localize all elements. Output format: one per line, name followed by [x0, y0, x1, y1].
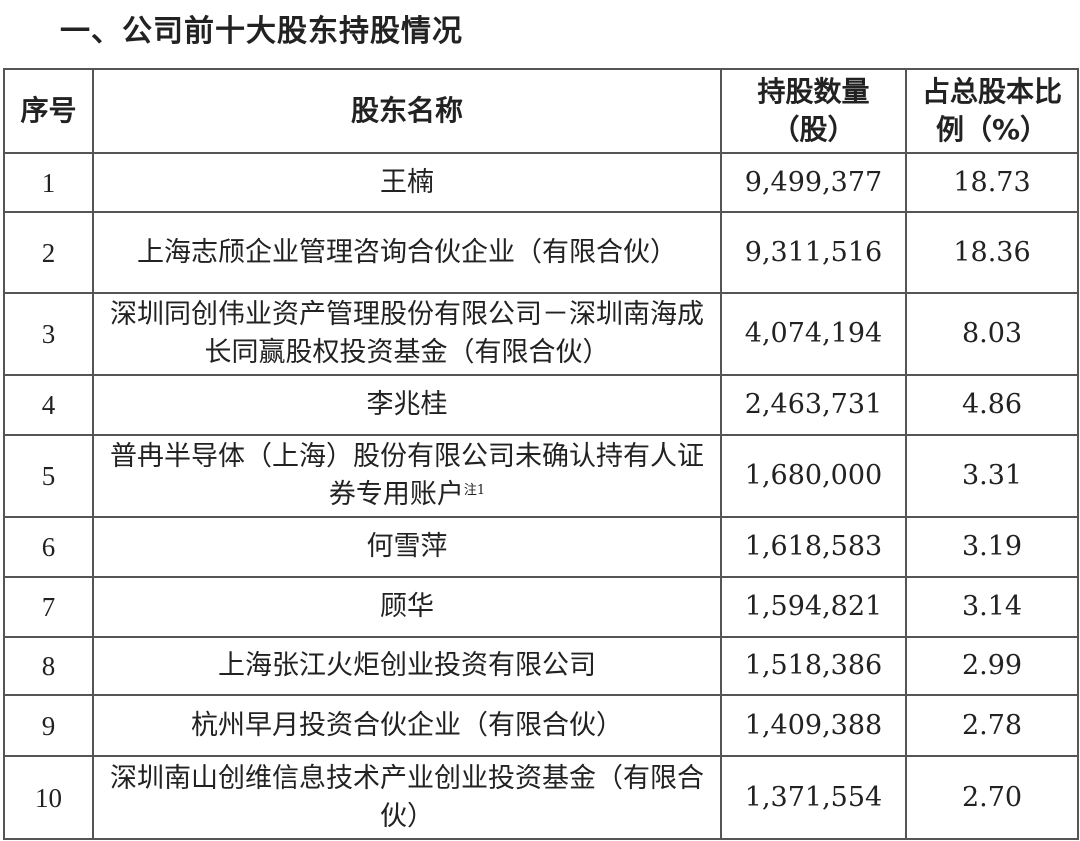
cell-name-text: 王楠	[380, 166, 434, 198]
cell-name-text: 杭州早月投资合伙企业（有限合伙）	[191, 709, 623, 741]
cell-shares-text: 1,680,000	[744, 460, 883, 491]
cell-no-text: 6	[41, 532, 56, 562]
cell-shares: 1,518,386	[720, 636, 907, 696]
cell-shares-text: 1,371,554	[744, 781, 883, 813]
section-title: 一、公司前十大股东持股情况	[60, 14, 463, 49]
cell-name-text: 深圳同创伟业资产管理股份有限公司－深圳南海成长同赢股权投资基金（有限合伙）	[110, 299, 704, 368]
cell-no-text: 4	[41, 390, 56, 420]
cell-name-text: 顾华	[380, 591, 434, 622]
cell-ratio: 2.78	[905, 694, 1079, 757]
cell-no-text: 1	[41, 167, 56, 198]
table-header-row: 序号 股东名称 持股数量（股） 占总股本比例（%）	[3, 68, 1079, 154]
footnote-mark: 注1	[463, 483, 486, 498]
cell-no-text: 10	[35, 782, 62, 813]
cell-shares: 4,074,194	[720, 292, 907, 376]
cell-shares-text: 1,518,386	[744, 650, 883, 681]
cell-no: 4	[3, 374, 94, 436]
cell-no: 2	[3, 211, 94, 294]
cell-no-text: 9	[41, 710, 56, 741]
cell-no-text: 8	[41, 651, 56, 681]
cell-name-text: 上海张江火炬创业投资有限公司	[218, 650, 596, 681]
cell-name-text: 普冉半导体（上海）股份有限公司未确认持有人证券专用账户	[110, 441, 704, 510]
table-row: 4 李兆桂 2,463,731 4.86	[3, 374, 1079, 436]
cell-shares-text: 1,594,821	[744, 591, 883, 622]
cell-ratio: 8.03	[905, 292, 1079, 376]
cell-name: 深圳同创伟业资产管理股份有限公司－深圳南海成长同赢股权投资基金（有限合伙）	[92, 292, 722, 376]
table-row: 8 上海张江火炬创业投资有限公司 1,518,386 2.99	[3, 636, 1079, 696]
cell-ratio: 2.99	[905, 636, 1079, 696]
cell-name-text: 何雪萍	[366, 531, 448, 562]
cell-no: 7	[3, 576, 94, 638]
cell-name: 何雪萍	[92, 516, 722, 578]
cell-ratio: 2.70	[905, 755, 1079, 840]
cell-shares: 1,371,554	[720, 755, 907, 840]
cell-ratio: 3.19	[905, 516, 1079, 578]
header-shares: 持股数量（股）	[720, 68, 907, 154]
cell-no: 6	[3, 516, 94, 578]
cell-ratio: 3.14	[905, 576, 1079, 638]
cell-no: 1	[3, 152, 94, 213]
table-row: 9 杭州早月投资合伙企业（有限合伙） 1,409,388 2.78	[3, 694, 1079, 757]
cell-no: 3	[3, 292, 94, 376]
cell-name: 李兆桂	[92, 374, 722, 436]
cell-name: 上海志颀企业管理咨询合伙企业（有限合伙）	[92, 211, 722, 294]
cell-ratio: 18.36	[905, 211, 1079, 294]
cell-ratio-text: 2.78	[961, 709, 1023, 741]
cell-shares-text: 9,499,377	[744, 166, 883, 198]
table-row: 6 何雪萍 1,618,583 3.19	[3, 516, 1079, 578]
header-ratio: 占总股本比例（%）	[905, 68, 1079, 154]
table-row: 7 顾华 1,594,821 3.14	[3, 576, 1079, 638]
cell-ratio: 4.86	[905, 374, 1079, 436]
cell-ratio-text: 2.70	[961, 781, 1023, 813]
cell-shares-text: 9,311,516	[744, 236, 883, 268]
cell-ratio-text: 2.99	[961, 650, 1023, 681]
cell-no-text: 5	[41, 461, 56, 491]
cell-ratio-text: 3.19	[961, 531, 1023, 562]
cell-ratio-text: 18.36	[953, 236, 1031, 268]
table-row: 3 深圳同创伟业资产管理股份有限公司－深圳南海成长同赢股权投资基金（有限合伙） 4,…	[3, 292, 1079, 376]
cell-no: 10	[3, 755, 94, 840]
header-name: 股东名称	[92, 68, 722, 154]
cell-name: 上海张江火炬创业投资有限公司	[92, 636, 722, 696]
cell-name: 杭州早月投资合伙企业（有限合伙）	[92, 694, 722, 757]
cell-no-text: 7	[41, 592, 56, 622]
cell-shares-text: 1,409,388	[744, 709, 883, 741]
cell-shares: 9,311,516	[720, 211, 907, 294]
cell-shares: 1,409,388	[720, 694, 907, 757]
table-row: 5 普冉半导体（上海）股份有限公司未确认持有人证券专用账户注1 1,680,000 3…	[3, 434, 1079, 518]
cell-shares: 2,463,731	[720, 374, 907, 436]
cell-shares: 1,594,821	[720, 576, 907, 638]
cell-ratio-text: 3.31	[961, 460, 1023, 491]
cell-no-text: 3	[41, 319, 56, 349]
cell-no: 5	[3, 434, 94, 518]
cell-no-text: 2	[41, 237, 56, 268]
cell-shares: 1,618,583	[720, 516, 907, 578]
cell-no: 8	[3, 636, 94, 696]
cell-ratio-text: 8.03	[961, 318, 1023, 349]
cell-ratio-text: 4.86	[961, 389, 1023, 420]
header-no: 序号	[3, 68, 94, 154]
cell-ratio-text: 18.73	[953, 166, 1031, 198]
cell-shares: 9,499,377	[720, 152, 907, 213]
cell-name: 深圳南山创维信息技术产业创业投资基金（有限合伙）	[92, 755, 722, 840]
cell-name-text: 上海志颀企业管理咨询合伙企业（有限合伙）	[137, 236, 677, 268]
cell-name: 王楠	[92, 152, 722, 213]
cell-shares-text: 4,074,194	[744, 318, 883, 349]
cell-name: 顾华	[92, 576, 722, 638]
cell-name-text: 李兆桂	[366, 389, 448, 420]
shareholder-table: 序号 股东名称 持股数量（股） 占总股本比例（%） 1 王楠 9,499,377 18…	[3, 68, 1079, 840]
cell-shares: 1,680,000	[720, 434, 907, 518]
table-row: 2 上海志颀企业管理咨询合伙企业（有限合伙） 9,311,516 18.36	[3, 211, 1079, 294]
cell-no: 9	[3, 694, 94, 757]
cell-ratio-text: 3.14	[961, 591, 1023, 622]
table-row: 1 王楠 9,499,377 18.73	[3, 152, 1079, 213]
cell-name-text: 深圳南山创维信息技术产业创业投资基金（有限合伙）	[110, 762, 704, 832]
cell-ratio: 18.73	[905, 152, 1079, 213]
table-row: 10 深圳南山创维信息技术产业创业投资基金（有限合伙） 1,371,554 2.70	[3, 755, 1079, 840]
cell-ratio: 3.31	[905, 434, 1079, 518]
cell-shares-text: 2,463,731	[744, 389, 883, 420]
cell-name: 普冉半导体（上海）股份有限公司未确认持有人证券专用账户注1	[92, 434, 722, 518]
cell-shares-text: 1,618,583	[744, 531, 883, 562]
